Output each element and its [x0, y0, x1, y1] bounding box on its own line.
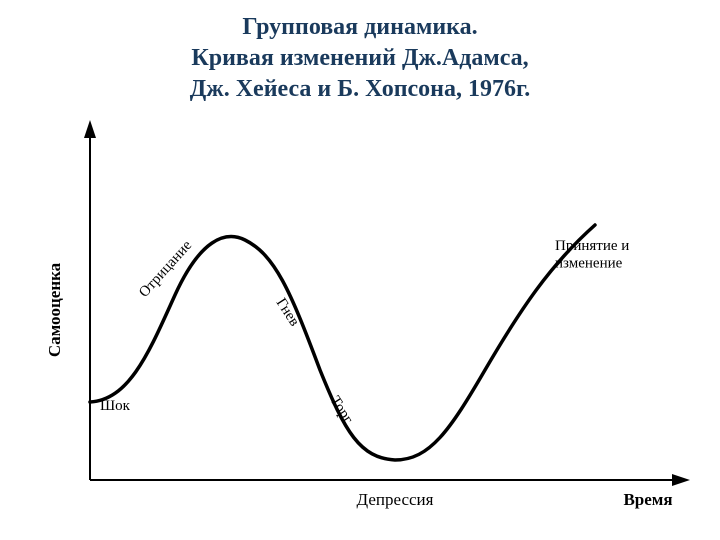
stage-bargain: Торг	[327, 393, 356, 426]
depression-label: Депрессия	[357, 490, 434, 509]
y-axis-arrow	[84, 120, 96, 138]
change-curve-chart: Самооценка Время Депрессия Шок Отрицание…	[0, 0, 720, 540]
stage-acceptance: Принятие иизменение	[555, 238, 629, 271]
stage-anger: Гнев	[273, 295, 303, 329]
stage-denial: Отрицание	[136, 237, 195, 300]
stage-shock: Шок	[100, 398, 131, 414]
x-axis-arrow	[672, 474, 690, 486]
x-axis-label: Время	[623, 490, 672, 509]
y-axis-label: Самооценка	[45, 262, 64, 357]
